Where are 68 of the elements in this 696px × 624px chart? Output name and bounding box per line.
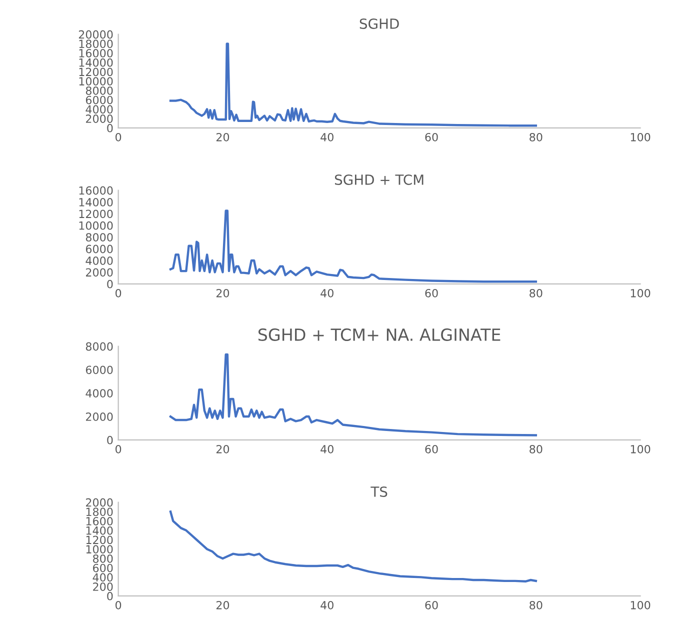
y-tick-label: 0 (107, 280, 113, 288)
y-tick-label: 10000 (79, 77, 113, 86)
x-tick-label: 100 (630, 600, 650, 610)
y-tick-label: 0 (107, 592, 113, 600)
y-tick-label: 8000 (86, 86, 113, 95)
y-tick-label: 200 (93, 582, 113, 591)
x-tick-label: 40 (320, 132, 334, 142)
x-tick-label: 0 (116, 600, 122, 610)
y-tick-label: 14000 (79, 198, 113, 206)
y-tick-label: 2000 (86, 498, 113, 507)
y-tick-label: 4000 (86, 256, 113, 265)
y-tick-label: 4000 (86, 389, 113, 398)
y-tick-label: 0 (107, 124, 113, 132)
y-tick-label: 6000 (86, 244, 113, 254)
y-tick-label: 16000 (79, 49, 113, 58)
chart-title: SGHD (360, 18, 399, 29)
x-tick-label: 100 (630, 132, 650, 142)
y-tick-label: 4000 (86, 105, 113, 114)
y-tick-label: 6000 (86, 366, 113, 374)
x-tick-label: 20 (216, 288, 230, 298)
line-series (169, 353, 538, 436)
x-tick-label: 80 (530, 600, 542, 610)
y-tick-label: 800 (93, 554, 113, 563)
x-tick-label: 60 (425, 132, 438, 142)
x-tick-label: 60 (425, 444, 438, 454)
y-tick-label: 12000 (79, 68, 113, 76)
y-tick-label: 0 (107, 436, 113, 444)
y-tick-label: 2000 (86, 114, 113, 123)
x-tick-label: 0 (116, 288, 122, 298)
y-tick-label: 1400 (86, 526, 113, 535)
x-tick-label: 40 (320, 288, 334, 298)
x-tick-label: 20 (216, 444, 230, 454)
chart-title: SGHD + TCM+ NA. ALGINATE (258, 328, 500, 341)
x-tick-label: 40 (320, 600, 334, 610)
y-tick-label: 1000 (86, 545, 113, 554)
y-tick-label: 8000 (86, 233, 113, 242)
y-tick-label: 400 (92, 573, 113, 582)
y-tick-label: 2000 (86, 268, 113, 277)
x-tick-label: 20 (216, 600, 230, 610)
y-tick-label: 1600 (86, 517, 113, 526)
x-tick-label: 80 (530, 444, 542, 454)
x-tick-label: 0 (116, 444, 122, 454)
y-tick-label: 20000 (78, 30, 113, 39)
x-tick-label: 80 (530, 132, 542, 142)
x-tick-label: 40 (320, 444, 334, 454)
x-tick-label: 20 (216, 132, 230, 142)
x-tick-label: 0 (116, 132, 122, 142)
y-tick-label: 18000 (79, 40, 113, 48)
y-tick-label: 600 (93, 564, 113, 572)
x-tick-label: 100 (630, 444, 650, 454)
y-tick-label: 16000 (79, 186, 113, 195)
y-tick-label: 10000 (79, 221, 113, 230)
x-tick-label: 60 (425, 600, 438, 610)
chart-title: TS (370, 486, 388, 497)
line-series (169, 42, 538, 127)
y-tick-label: 14000 (79, 58, 113, 67)
y-tick-label: 8000 (86, 342, 113, 351)
line-series (169, 510, 538, 583)
y-tick-label: 12000 (79, 210, 113, 218)
y-tick-label: 1800 (86, 508, 113, 516)
chart-title: SGHD + TCM (334, 174, 424, 185)
line-series (169, 210, 538, 283)
x-tick-label: 80 (530, 288, 542, 298)
x-tick-label: 100 (630, 288, 650, 298)
y-tick-label: 1200 (86, 536, 113, 544)
y-tick-label: 2000 (86, 412, 113, 421)
y-tick-label: 6000 (86, 96, 113, 104)
x-tick-label: 60 (425, 288, 438, 298)
